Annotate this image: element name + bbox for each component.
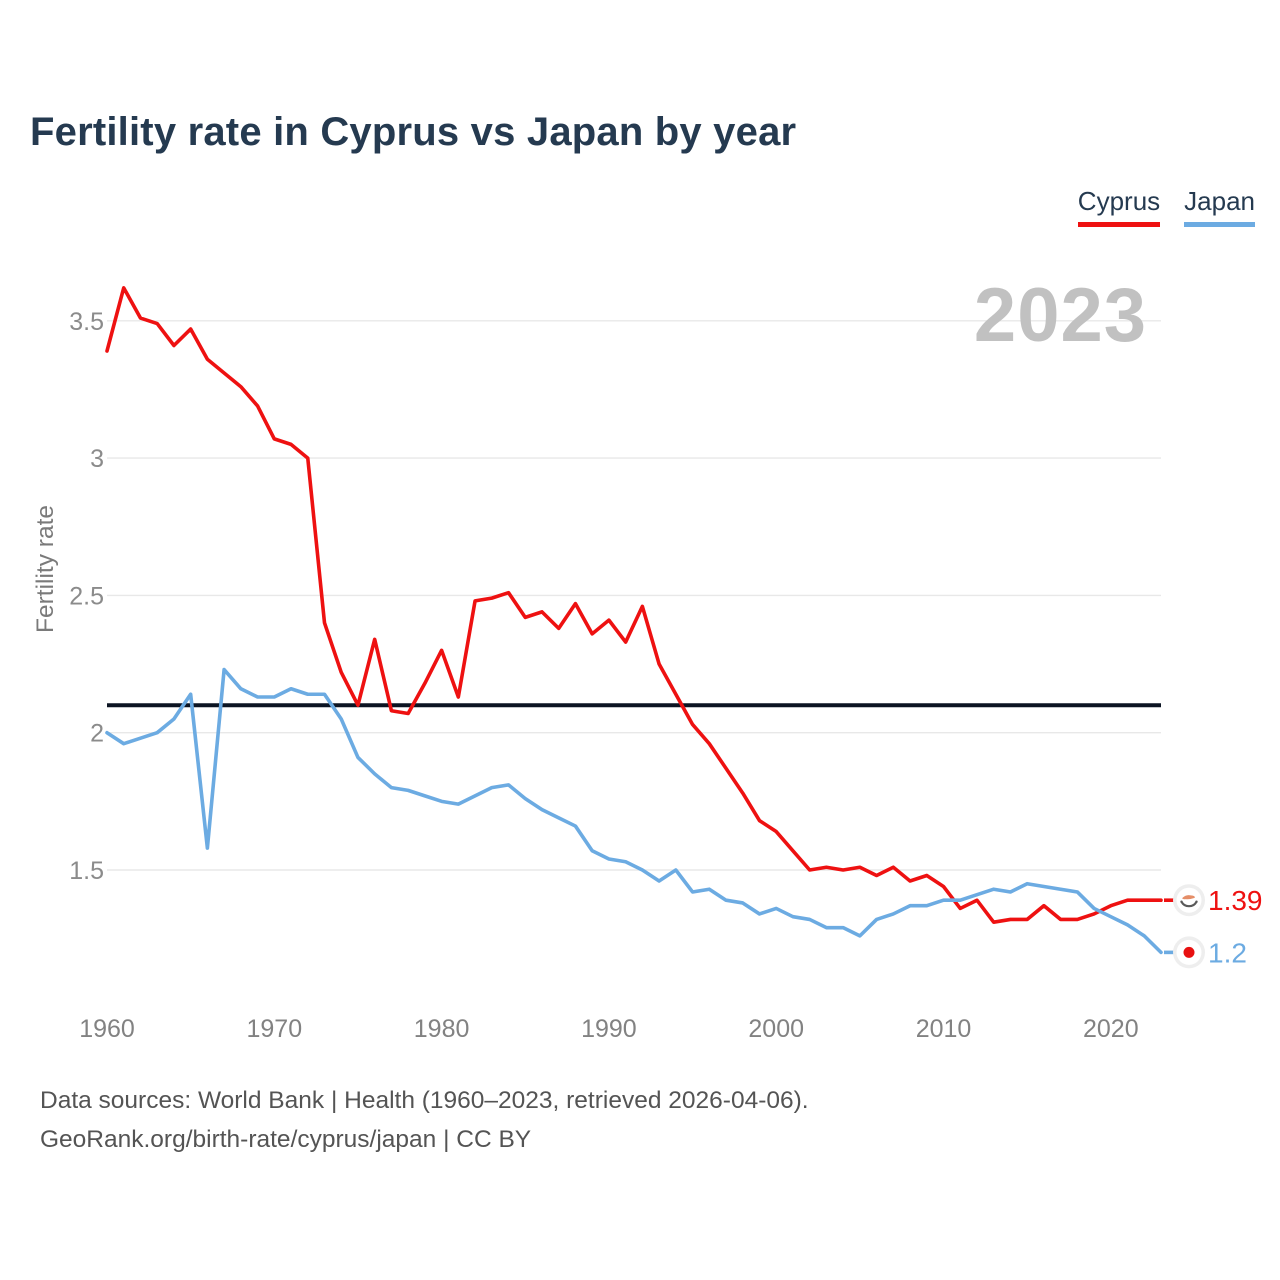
source-line-1: Data sources: World Bank | Health (1960–… <box>40 1087 809 1114</box>
x-tick-label: 1980 <box>414 1015 470 1043</box>
source-note: Data sources: World Bank | Health (1960–… <box>40 1081 809 1159</box>
legend: Cyprus Japan <box>1077 186 1255 227</box>
y-tick-label: 1.5 <box>69 857 104 885</box>
y-tick-label: 2 <box>90 720 104 748</box>
japan-flag-icon <box>1173 936 1205 969</box>
japan-sun-shape <box>1183 946 1195 958</box>
x-tick-label: 1970 <box>246 1015 302 1043</box>
page-title: Fertility rate in Cyprus vs Japan by yea… <box>30 110 797 154</box>
x-tick-label: 1990 <box>581 1015 637 1043</box>
x-tick-label: 2000 <box>748 1015 804 1043</box>
y-tick-label: 2.5 <box>69 582 104 610</box>
y-tick-label: 3.5 <box>69 308 104 336</box>
legend-item-cyprus[interactable]: Cyprus <box>1077 186 1161 227</box>
cyprus-end-label: 1.39 <box>1208 885 1263 916</box>
x-tick-label: 1960 <box>79 1015 135 1043</box>
x-tick-label: 2010 <box>916 1015 972 1043</box>
cyprus-flag-icon <box>1173 884 1205 917</box>
year-watermark: 2023 <box>973 273 1147 358</box>
x-tick-label: 2020 <box>1083 1015 1139 1043</box>
olive-wreath-shape <box>1180 901 1198 908</box>
legend-item-japan[interactable]: Japan <box>1184 186 1255 227</box>
japan-end-label: 1.2 <box>1208 937 1247 968</box>
japan-line[interactable] <box>105 667 1163 955</box>
source-line-2: GeoRank.org/birth-rate/cyprus/japan | CC… <box>40 1126 532 1153</box>
cyprus-line[interactable] <box>105 286 1163 924</box>
y-tick-label: 3 <box>90 445 104 473</box>
cyprus-island-shape <box>1182 895 1195 900</box>
